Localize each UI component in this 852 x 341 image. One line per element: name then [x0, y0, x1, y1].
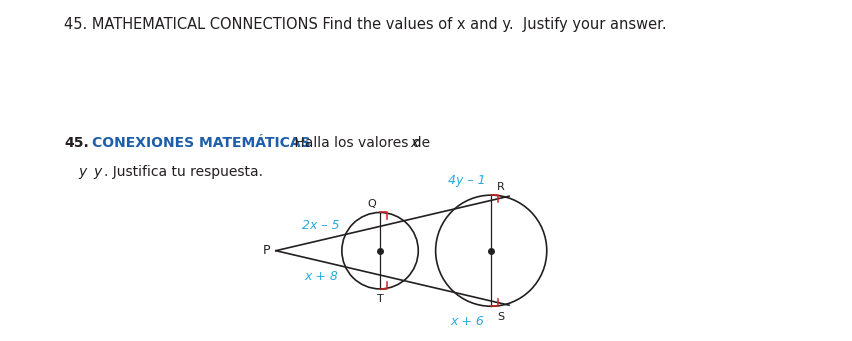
Text: P: P [262, 244, 270, 257]
Text: x + 8: x + 8 [304, 270, 338, 283]
Text: 2x – 5: 2x – 5 [302, 219, 340, 232]
Text: 45. MATHEMATICAL CONNECTIONS Find the values of x and y.  Justify your answer.: 45. MATHEMATICAL CONNECTIONS Find the va… [64, 17, 666, 32]
Text: CONEXIONES MATEMÁTICAS: CONEXIONES MATEMÁTICAS [92, 136, 311, 150]
Text: x: x [411, 136, 419, 150]
Text: x + 6: x + 6 [450, 315, 484, 328]
Text: y: y [94, 165, 102, 179]
Text: y: y [78, 165, 91, 179]
Text: Halla los valores de: Halla los valores de [290, 136, 435, 150]
Text: 4y – 1: 4y – 1 [448, 174, 486, 187]
Text: T: T [377, 295, 383, 305]
Text: Q: Q [368, 199, 377, 209]
Text: . Justifica tu respuesta.: . Justifica tu respuesta. [104, 165, 263, 179]
Text: R: R [497, 182, 504, 192]
Text: S: S [497, 312, 504, 322]
Text: 45.: 45. [64, 136, 89, 150]
